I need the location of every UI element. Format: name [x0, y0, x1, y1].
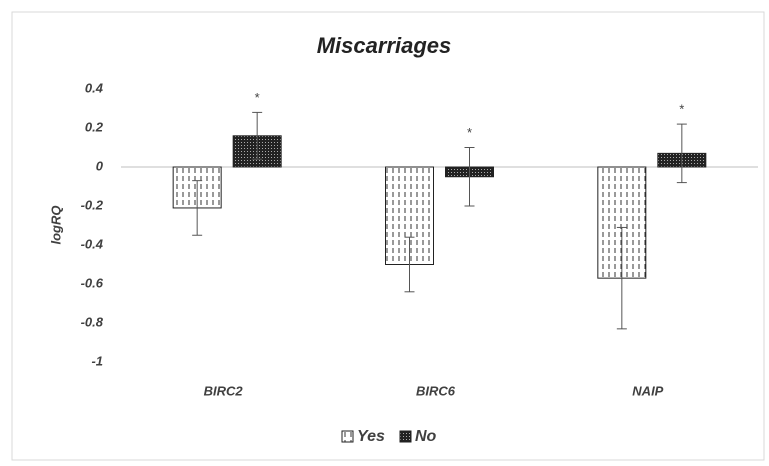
- y-tick-label: -1: [91, 353, 103, 368]
- chart-title: Miscarriages: [317, 33, 452, 58]
- x-tick-label: BIRC2: [204, 383, 244, 398]
- legend-swatch: [341, 430, 354, 443]
- y-tick-label: -0.2: [81, 197, 104, 212]
- legend-swatch: [399, 430, 412, 443]
- y-tick-label: -0.4: [81, 236, 104, 251]
- annotation: *: [467, 125, 472, 140]
- x-tick-label: NAIP: [632, 383, 663, 398]
- y-tick-label: -0.8: [81, 314, 104, 329]
- annotation: *: [679, 102, 684, 117]
- y-axis-label: logRQ: [48, 206, 63, 245]
- x-tick-label: BIRC6: [416, 383, 456, 398]
- y-tick-label: 0: [96, 158, 104, 173]
- y-tick-label: 0.2: [85, 119, 104, 134]
- legend-label: No: [415, 428, 437, 445]
- legend-label: Yes: [357, 428, 385, 445]
- annotation: *: [255, 90, 260, 105]
- y-tick-label: 0.4: [85, 80, 104, 95]
- y-tick-label: -0.6: [81, 275, 104, 290]
